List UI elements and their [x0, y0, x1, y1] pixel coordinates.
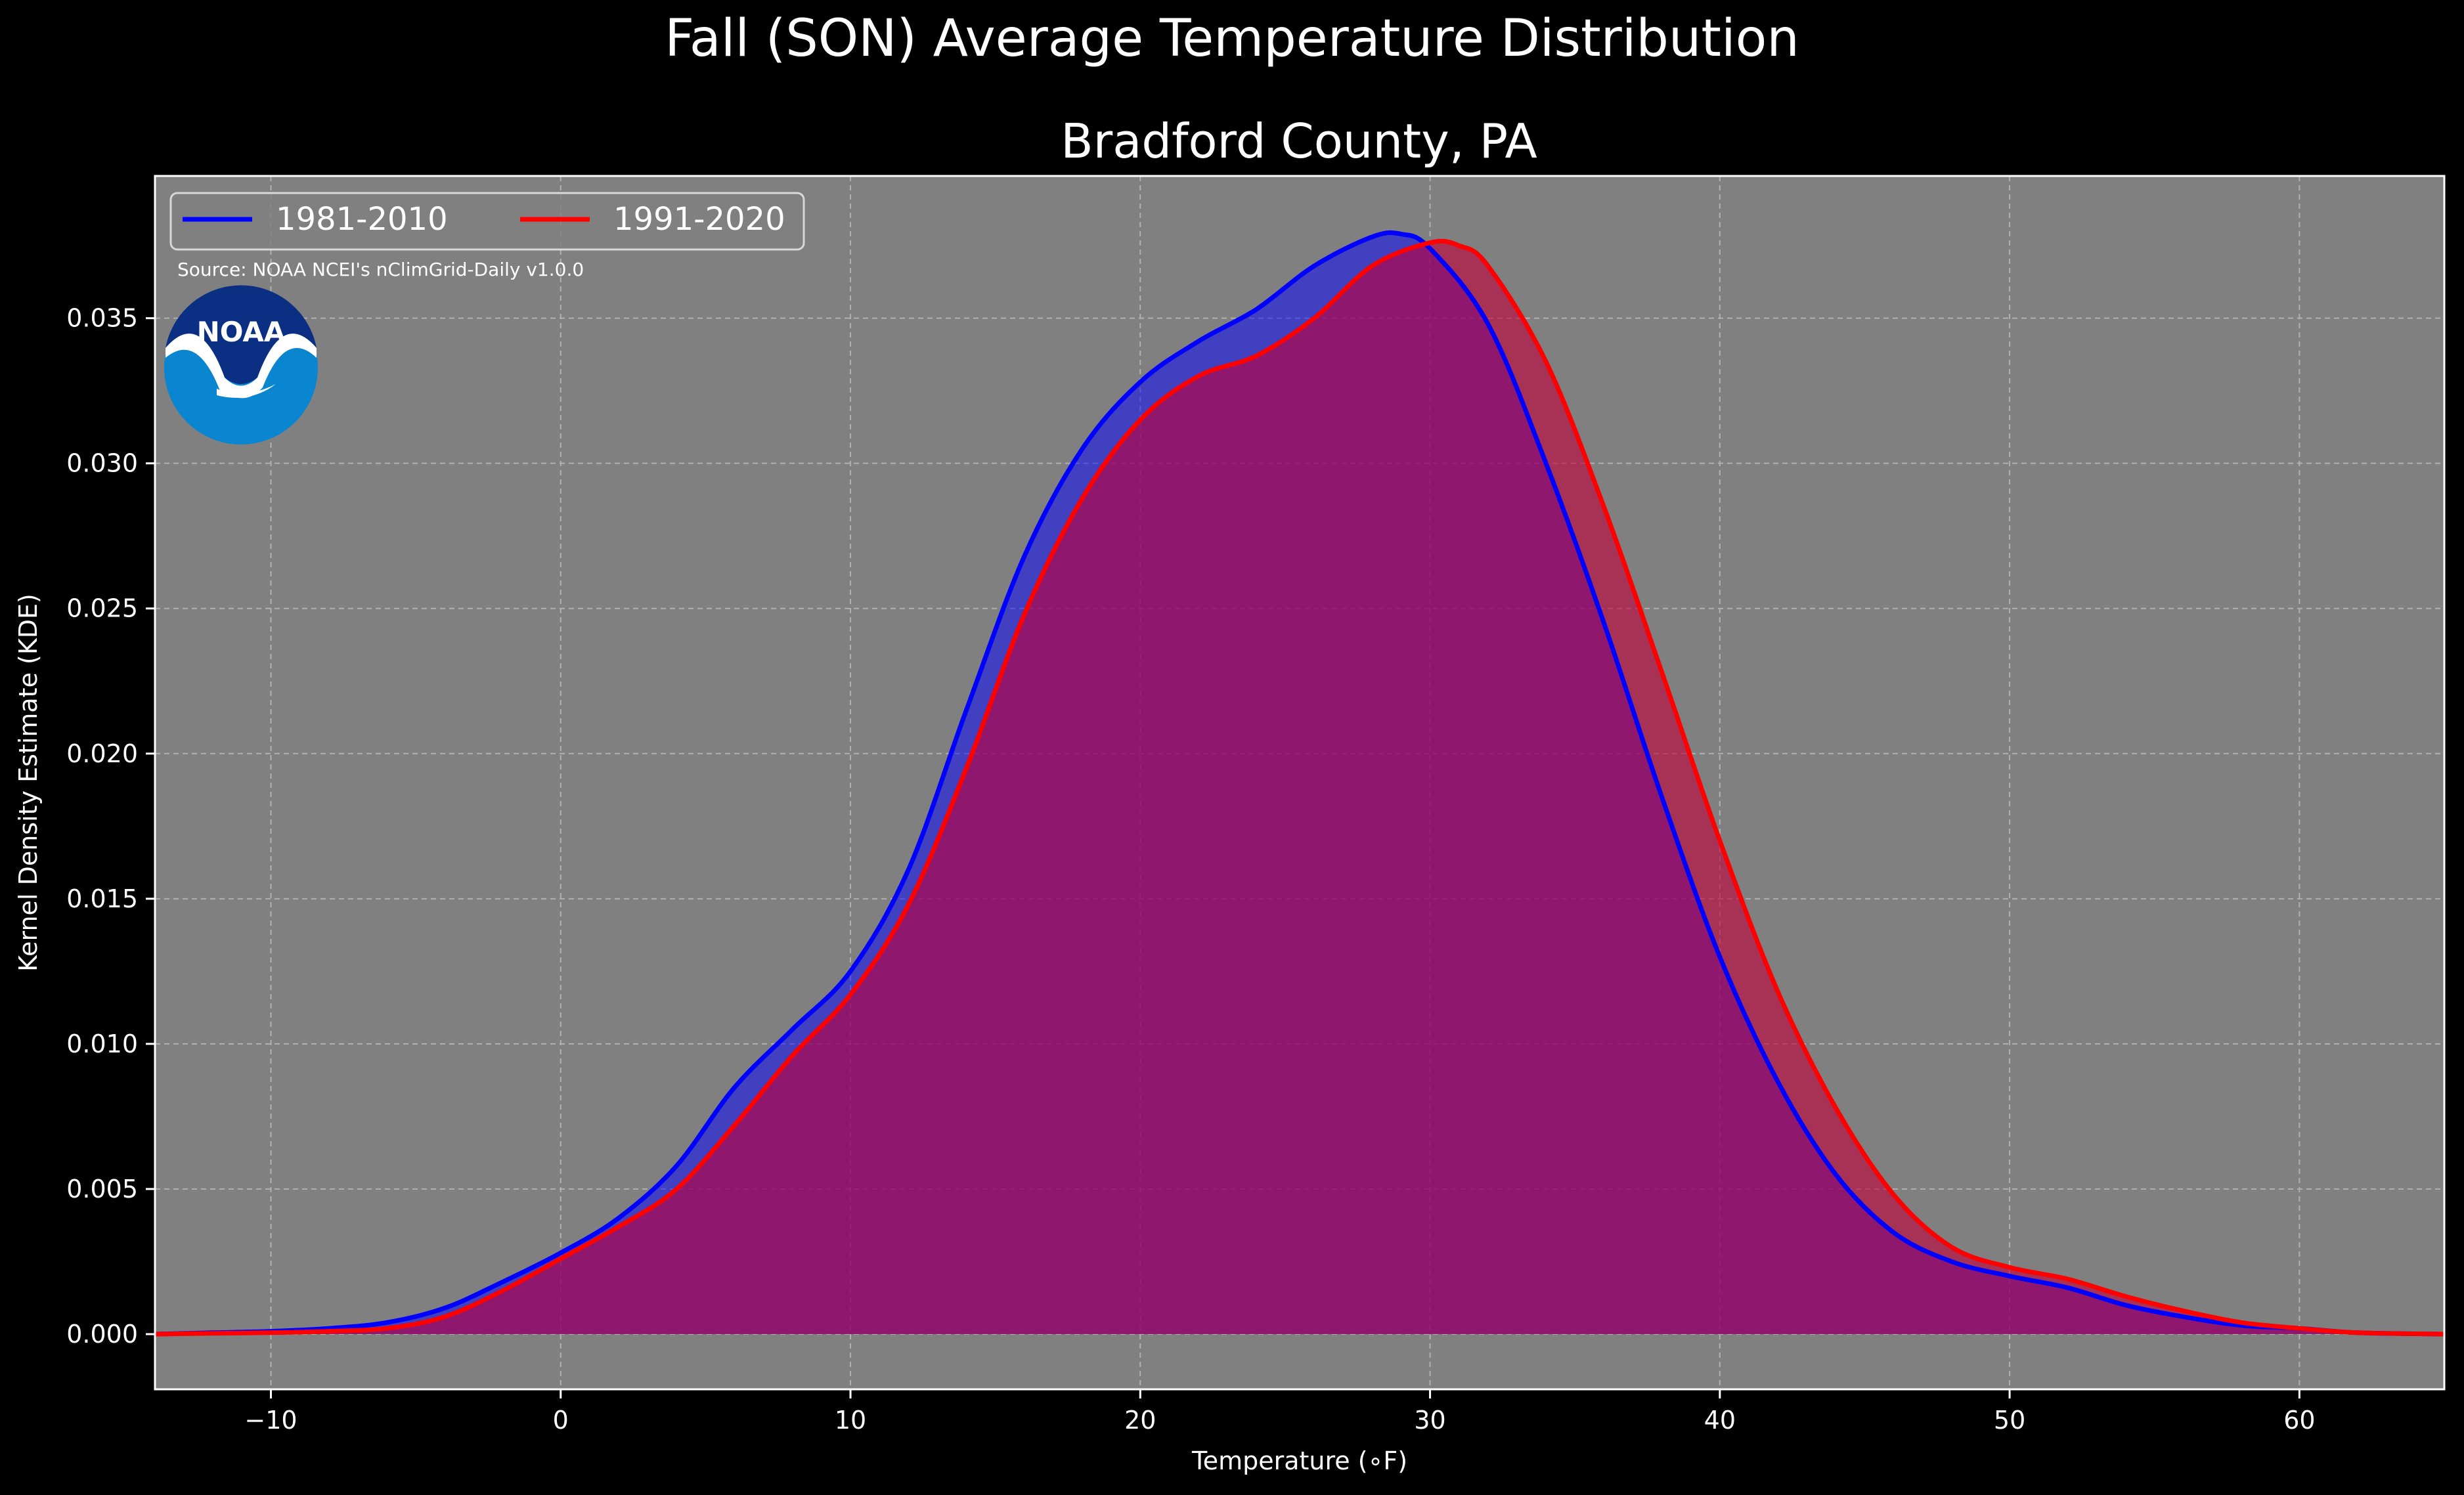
x-tick-label: 30	[1414, 1406, 1445, 1435]
x-tick-label: 0	[553, 1406, 569, 1435]
y-tick-label: 0.020	[66, 739, 138, 768]
legend-label-1981-2010: 1981-2010	[276, 201, 448, 238]
legend: 1981-2010 1991-2020	[169, 192, 805, 251]
y-tick-label: 0.015	[66, 884, 138, 913]
y-tick-label: 0.030	[66, 449, 138, 478]
y-tick-label: 0.000	[66, 1320, 138, 1349]
series-layer	[155, 230, 2444, 1337]
legend-box	[169, 192, 805, 251]
x-tick-label: 10	[835, 1406, 866, 1435]
chart-subtitle: Bradford County, PA	[1061, 114, 1537, 169]
source-note: Source: NOAA NCEI's nClimGrid-Daily v1.0…	[177, 259, 584, 280]
chart-title: Fall (SON) Average Temperature Distribut…	[665, 9, 1799, 68]
x-tick-label: 40	[1704, 1406, 1736, 1435]
x-axis-label: Temperature (∘F)	[1191, 1446, 1407, 1475]
y-tick-label: 0.010	[66, 1029, 138, 1058]
y-axis-label: Kernel Density Estimate (KDE)	[14, 594, 43, 972]
series-line-1981-2010	[155, 230, 2444, 1337]
y-tick-label: 0.035	[66, 304, 138, 333]
x-tick-label: −10	[244, 1406, 297, 1435]
x-tick-label: 50	[1994, 1406, 2025, 1435]
noaa-logo-icon: NOAA	[164, 285, 318, 444]
plot-frame	[154, 175, 2446, 1391]
series-line-1991-2020	[155, 238, 2444, 1337]
x-tick-label: 20	[1124, 1406, 1156, 1435]
y-tick-label: 0.025	[66, 594, 138, 623]
axis-ticks: −10 0 10 20 30 40 50 60 0.000 0.005 0.010 0.015 0.02…	[66, 304, 2315, 1435]
x-tick-label: 60	[2283, 1406, 2315, 1435]
legend-label-1991-2020: 1991-2020	[613, 201, 785, 238]
noaa-logo-text: NOAA	[197, 316, 286, 348]
y-tick-label: 0.005	[66, 1175, 138, 1203]
series-area-1991-2020	[155, 241, 2444, 1334]
